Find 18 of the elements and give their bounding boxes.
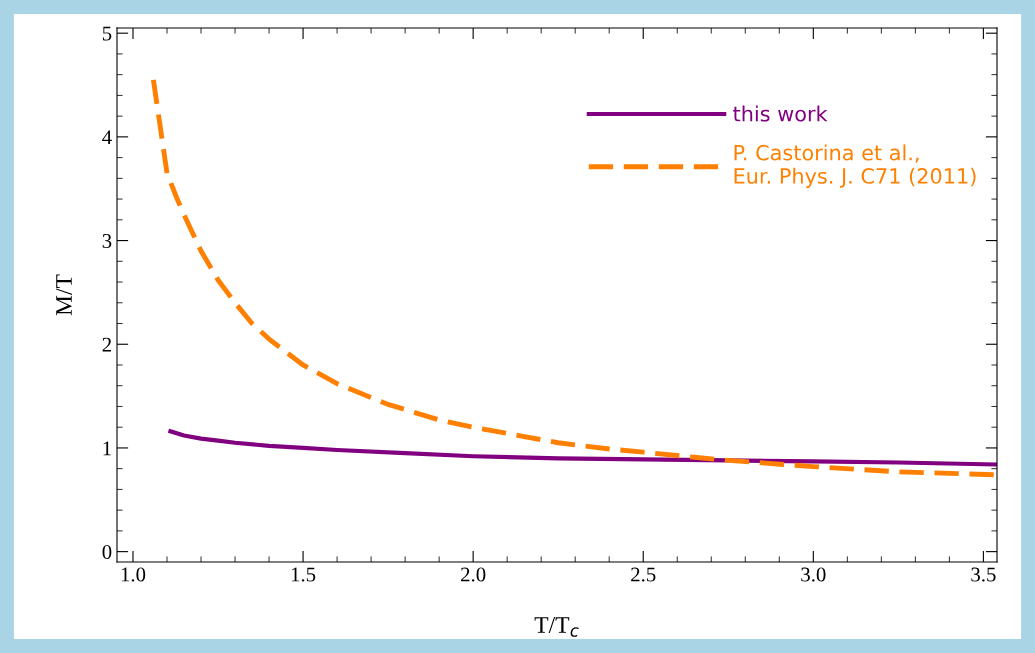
line-series [150, 77, 997, 478]
x-tick-label: 3.5 [971, 567, 996, 582]
text: this work [733, 105, 828, 122]
y-tick-label: 1 [103, 441, 111, 456]
text: P. Castorina et al., Eur. Phys. J. C71 (2011) [734, 144, 976, 188]
y-tick-label: 3 [102, 234, 112, 248]
y-tick-label: 4 [102, 130, 112, 145]
x-tick-label: 2.5 [631, 567, 656, 582]
line-series [168, 429, 997, 467]
x-tick-label: 3.0 [801, 567, 826, 582]
x-tick-label: 1.0 [121, 567, 146, 582]
x-tick-label: 2.0 [461, 567, 486, 582]
x-tick-label: 1.5 [291, 567, 316, 582]
y-tick-label: 2 [102, 337, 111, 352]
x-axis-title: T/T$_{c}$ [534, 617, 579, 637]
y-tick-label: 5 [102, 26, 112, 41]
y-tick-label: 0 [102, 545, 112, 560]
y-axis-title: M/T [56, 274, 72, 316]
